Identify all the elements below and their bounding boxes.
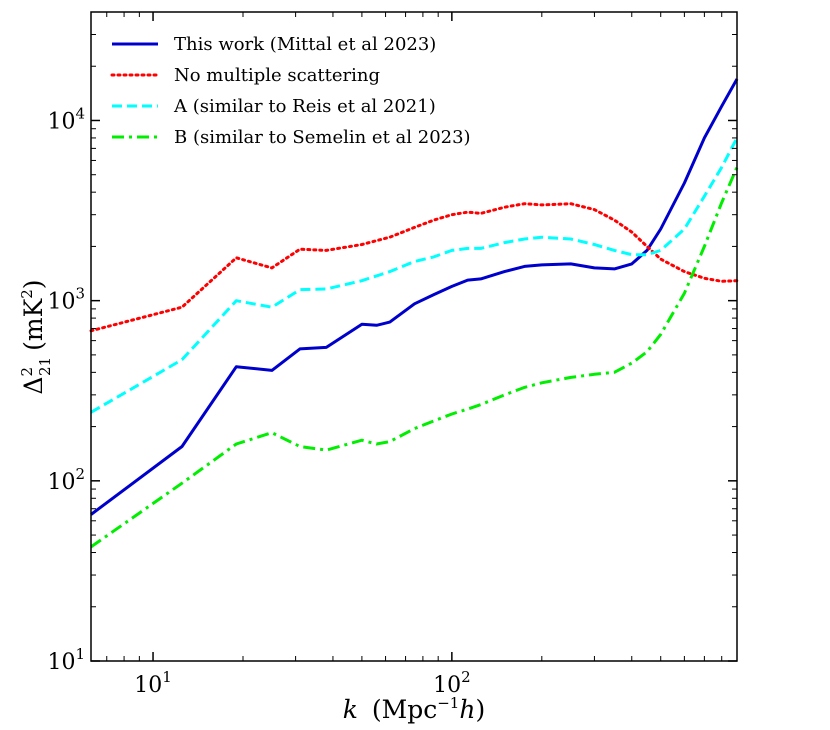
y-tick-label: 102 [47, 465, 85, 495]
series-layer [89, 78, 739, 549]
legend-label-2: No multiple scattering [174, 65, 380, 86]
y-axis-title-main: Δ [19, 377, 48, 395]
x-axis-title-unit: Mpc [382, 695, 438, 724]
y-axis-title-unit-exp: 2 [18, 289, 36, 299]
y-axis-title-sup: 2 [18, 367, 36, 377]
y-tick-label: 103 [47, 285, 85, 315]
plot-frame [90, 11, 738, 662]
legend-label-3: A (similar to Reis et al 2021) [173, 96, 436, 117]
y-axis-title: Δ221(mK2) [18, 279, 54, 394]
legend-label-4: B (similar to Semelin et al 2023) [174, 127, 471, 148]
series-line-4 [90, 166, 739, 549]
x-axis-title-main: k [343, 695, 358, 724]
legend: This work (Mittal et al 2023) No multiple… [110, 34, 471, 148]
y-tick-label: 101 [47, 645, 85, 675]
series-line-1 [90, 78, 739, 516]
x-axis-title-unit-tail: h [459, 695, 475, 724]
tick-label-layer: 101 102 101 102 103 104 [47, 104, 470, 698]
x-tick-label: 102 [433, 668, 471, 698]
legend-label-1: This work (Mittal et al 2023) [174, 34, 436, 55]
x-axis-title-unit-exp: −1 [437, 694, 459, 712]
series-line-2 [89, 202, 739, 333]
x-axis-title: k (Mpc−1h) [343, 694, 485, 724]
series-line-3 [90, 137, 739, 414]
y-axis-title-unit: mK [19, 297, 48, 341]
y-axis-title-sub: 21 [36, 357, 54, 376]
x-tick-label: 101 [134, 668, 172, 698]
y-tick-label: 104 [47, 104, 85, 134]
